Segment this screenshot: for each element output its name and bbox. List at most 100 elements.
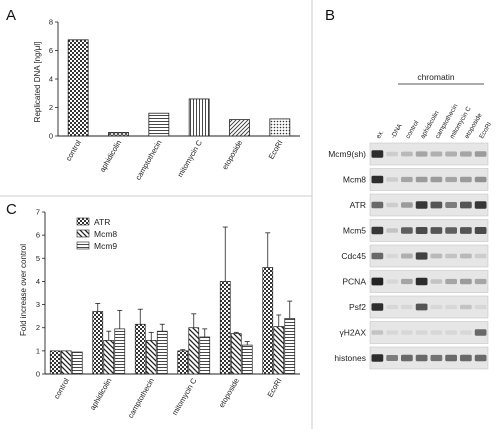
blot-band-h2ax-dna <box>386 330 398 335</box>
blot-band-mcm8-ex <box>371 175 384 184</box>
blot-row-label-mcm9-sh: Mcm9(sh) <box>328 149 366 159</box>
blot-band-pcna-aphidicolin <box>415 277 428 286</box>
blot-band-h2ax-camptothecin <box>430 330 443 335</box>
blot-band-atr-camptothecin <box>430 201 443 209</box>
blot-band-psf2-etoposide <box>460 304 472 310</box>
blot-band-mcm5-aphidicolin <box>415 227 428 234</box>
blot-band-h2ax-mitomycin-c <box>445 330 457 335</box>
blot-band-mcm9-sh-dna <box>386 151 398 157</box>
blot-strip-psf2 <box>369 295 489 319</box>
blot-row-label-cdc45: Cdc45 <box>341 251 366 261</box>
blot-band-histones-control <box>401 354 413 362</box>
legend-swatch-atr <box>76 217 90 226</box>
chart-c-ytick-label-2: 2 <box>36 323 40 332</box>
chart-c-bar-mcm9-etoposide <box>241 344 253 375</box>
blot-band-mcm5-camptothecin <box>430 227 443 234</box>
chart-c-bar-atr-etoposide <box>219 281 231 375</box>
blot-band-psf2-dna <box>386 304 398 310</box>
chart-a-bar-camptothecin <box>148 112 170 137</box>
blot-strip-h2ax <box>369 321 489 344</box>
blot-band-psf2-control <box>401 304 413 310</box>
chart-c-xtick-label-control: control <box>52 376 71 400</box>
blot-band-atr-aphidicolin <box>415 201 428 209</box>
blot-band-psf2-mitomycin-c <box>445 304 457 310</box>
blot-band-mcm8-aphidicolin <box>415 176 428 183</box>
blot-strip-mcm9-sh <box>369 142 489 166</box>
chart-a-bar-control <box>67 39 89 137</box>
blot-band-atr-control <box>401 202 413 208</box>
chart-a-ytick-label-0: 0 <box>49 132 53 141</box>
blot-strip-cdc45 <box>369 244 489 268</box>
blot-strip-atr <box>369 193 489 217</box>
blot-band-pcna-ex <box>371 277 384 286</box>
blot-band-pcna-camptothecin <box>430 279 443 284</box>
chart-c-ytick-label-3: 3 <box>36 300 40 309</box>
blot-band-h2ax-control <box>401 330 413 335</box>
blot-band-cdc45-etoposide <box>460 253 472 259</box>
chart-c-bar-mcm9-aphidicolin <box>114 328 126 375</box>
blot-lane-label-ecori: EcoRI <box>478 121 493 140</box>
blot-band-cdc45-camptothecin <box>430 253 443 259</box>
chart-c-ytick-label-6: 6 <box>36 231 40 240</box>
blot-row-label-pcna: PCNA <box>342 277 366 287</box>
chart-c-ytick-label-1: 1 <box>36 346 40 355</box>
blot-strip-mcm8 <box>369 168 489 191</box>
blot-band-histones-aphidicolin <box>415 354 428 362</box>
chart-c-ytick-label-0: 0 <box>36 370 40 379</box>
chart-c-bar-atr-camptothecin <box>134 323 146 375</box>
chart-c-legend: ATR Mcm8 Mcm9 <box>76 217 117 251</box>
legend-swatch-mcm9 <box>76 241 90 250</box>
blot-band-h2ax-ecori <box>474 329 487 336</box>
blot-band-psf2-ex <box>371 303 384 311</box>
blot-lane-label-ex: ex. <box>375 129 385 140</box>
blot-row-label-histones: histones <box>334 353 366 363</box>
blot-band-mcm9-sh-camptothecin <box>430 151 443 157</box>
blot-band-mcm8-camptothecin <box>430 176 443 183</box>
chart-a-bar-mitomycin-c <box>188 98 210 137</box>
chart-c-bar-atr-aphidicolin <box>92 311 104 375</box>
chart-c-xtick-label-mitomycin-c: mitomycin C <box>170 376 199 417</box>
blot-band-histones-camptothecin <box>430 354 443 362</box>
chart-c-bar-mcm8-ecori <box>273 326 285 375</box>
blot-band-mcm5-ex <box>371 226 384 235</box>
blot-band-mcm8-etoposide <box>460 176 472 183</box>
blot-band-pcna-control <box>401 278 413 285</box>
blot-band-h2ax-ex <box>371 330 384 335</box>
chart-c-bar-mcm8-mitomycin-c <box>188 327 200 375</box>
chart-c-bar-mcm9-control <box>71 351 83 375</box>
blot-band-histones-mitomycin-c <box>445 354 457 362</box>
blot-band-histones-dna <box>386 355 398 361</box>
panel-b-letter: B <box>325 7 335 24</box>
chart-c-bar-mcm9-ecori <box>284 318 296 375</box>
chart-c-ytick-label-4: 4 <box>36 277 40 286</box>
chart-a-ytick-label-4: 8 <box>49 18 53 27</box>
blot-row-label-h2ax: γH2AX <box>340 328 367 338</box>
blot-band-histones-etoposide <box>460 354 472 362</box>
blot-band-mcm9-sh-mitomycin-c <box>445 151 457 157</box>
blot-band-mcm9-sh-etoposide <box>460 151 472 157</box>
blot-row-label-psf2: Psf2 <box>349 302 366 312</box>
blot-band-atr-ex <box>371 201 384 209</box>
blot-strip-histones <box>369 346 489 370</box>
chart-a-ylabel: Replicated DNA [ng/μl] <box>33 42 42 123</box>
chart-c-bar-mcm9-camptothecin <box>156 330 168 375</box>
chart-a-ytick-label-1: 2 <box>49 103 53 112</box>
chart-c-bar-mcm8-camptothecin <box>145 340 157 375</box>
blot-band-atr-mitomycin-c <box>445 202 457 208</box>
chart-c-ytick-label-7: 7 <box>36 208 40 217</box>
blot-band-histones-ecori <box>474 354 487 362</box>
chart-c-bar-atr-mitomycin-c <box>177 350 189 375</box>
chart-a-xtick-label-etoposide: etoposide <box>220 139 244 172</box>
chart-a-bar-ecori <box>269 118 291 137</box>
chart-c: Fold increase over control ATR Mcm8 Mcm9… <box>19 208 300 420</box>
legend-label-mcm8: Mcm8 <box>94 229 117 239</box>
blot-row-label-mcm8: Mcm8 <box>343 175 366 185</box>
blot-band-mcm8-dna <box>386 177 398 182</box>
legend-label-atr: ATR <box>94 217 110 227</box>
blot-band-histones-ex <box>371 354 384 362</box>
blot-band-mcm5-ecori <box>474 227 487 234</box>
blot-band-psf2-ecori <box>474 304 487 310</box>
chart-a-bar-aphidicolin <box>108 132 129 137</box>
blot-band-h2ax-aphidicolin <box>415 330 428 335</box>
